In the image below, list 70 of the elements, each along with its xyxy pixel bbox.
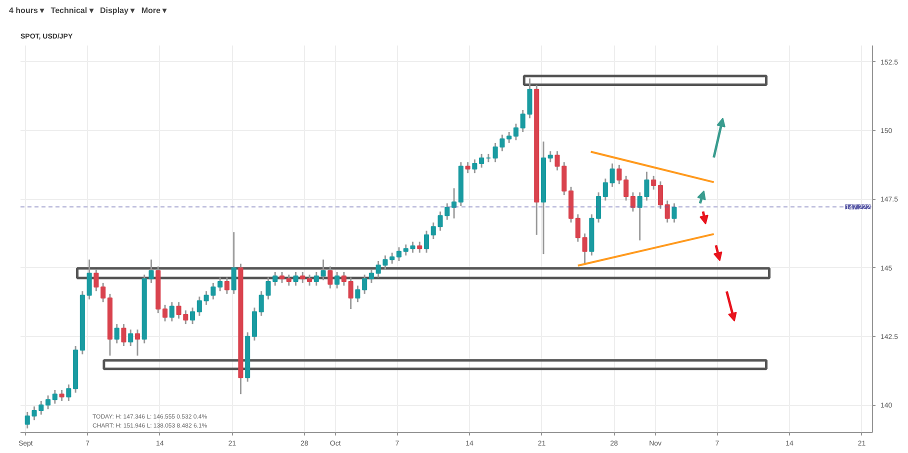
- candlestick: [362, 274, 368, 295]
- candlestick: [218, 276, 223, 292]
- candlestick: [94, 268, 99, 292]
- candlestick: [596, 192, 602, 224]
- candlestick: [334, 271, 340, 290]
- candlestick: [45, 394, 51, 410]
- candlestick: [376, 260, 381, 278]
- candlestick: [176, 301, 182, 320]
- candlestick: [190, 306, 196, 325]
- candlestick: [293, 271, 298, 286]
- candlestick: [472, 158, 478, 174]
- candlestick: [32, 406, 37, 421]
- candlestick: [121, 323, 126, 347]
- candlestick: [341, 271, 346, 286]
- candlestick: [451, 187, 457, 220]
- candlestick: [520, 109, 526, 133]
- candlestick: [492, 142, 498, 163]
- candlestick: [602, 178, 608, 202]
- candlestick: [24, 411, 30, 430]
- candlestick: [52, 389, 58, 404]
- candlestick: [644, 171, 650, 202]
- candlestick: [513, 122, 518, 141]
- candlestick: [286, 274, 292, 286]
- candlestick: [548, 150, 553, 163]
- candlestick: [66, 384, 72, 402]
- candlestick: [100, 282, 106, 303]
- candlestick: [368, 268, 374, 284]
- candlestick: [506, 131, 512, 144]
- candlestick: [314, 271, 319, 286]
- candlestick: [417, 240, 422, 254]
- candlestick: [86, 258, 92, 300]
- candlestick: [630, 192, 636, 212]
- candlestick: [637, 192, 642, 242]
- candlestick: [114, 323, 120, 344]
- candlestick: [355, 284, 360, 303]
- candlestick: [300, 271, 306, 284]
- candlestick: [410, 240, 416, 254]
- candlestick: [616, 164, 622, 185]
- candlestick: [128, 328, 134, 347]
- candlestick: [382, 254, 388, 270]
- candlestick: [624, 175, 629, 202]
- candlestick: [196, 296, 202, 317]
- candlestick: [59, 389, 64, 402]
- candlestick: [38, 400, 44, 416]
- candlestick: [396, 246, 402, 262]
- candlestick: [672, 202, 677, 224]
- candlestick: [183, 310, 188, 325]
- candlestick: [224, 276, 230, 295]
- candlestick: [424, 230, 430, 254]
- candlestick: [403, 244, 408, 256]
- candlestick: [231, 231, 236, 295]
- text: 4 hours ▾ Technical ▾ Display ▾ More ▾: [9, 6, 167, 15]
- candlestick: [134, 328, 140, 356]
- candlestick: [162, 304, 168, 322]
- candlestick: [658, 180, 663, 210]
- candlestick: [610, 162, 615, 188]
- candlestick: [306, 274, 312, 286]
- candlestick: [390, 252, 395, 264]
- candlestick: [465, 161, 470, 174]
- candlestick: [651, 175, 656, 190]
- candlestick: [320, 258, 326, 281]
- candlestick: [500, 134, 505, 152]
- candlestick: [328, 266, 333, 290]
- candlestick: [279, 271, 285, 284]
- candlestick: [348, 276, 354, 310]
- candlestick: [272, 271, 278, 286]
- candlestick: [664, 200, 670, 224]
- candlestick: [479, 153, 484, 168]
- candlestick: [169, 301, 174, 322]
- candlestick: [430, 222, 436, 240]
